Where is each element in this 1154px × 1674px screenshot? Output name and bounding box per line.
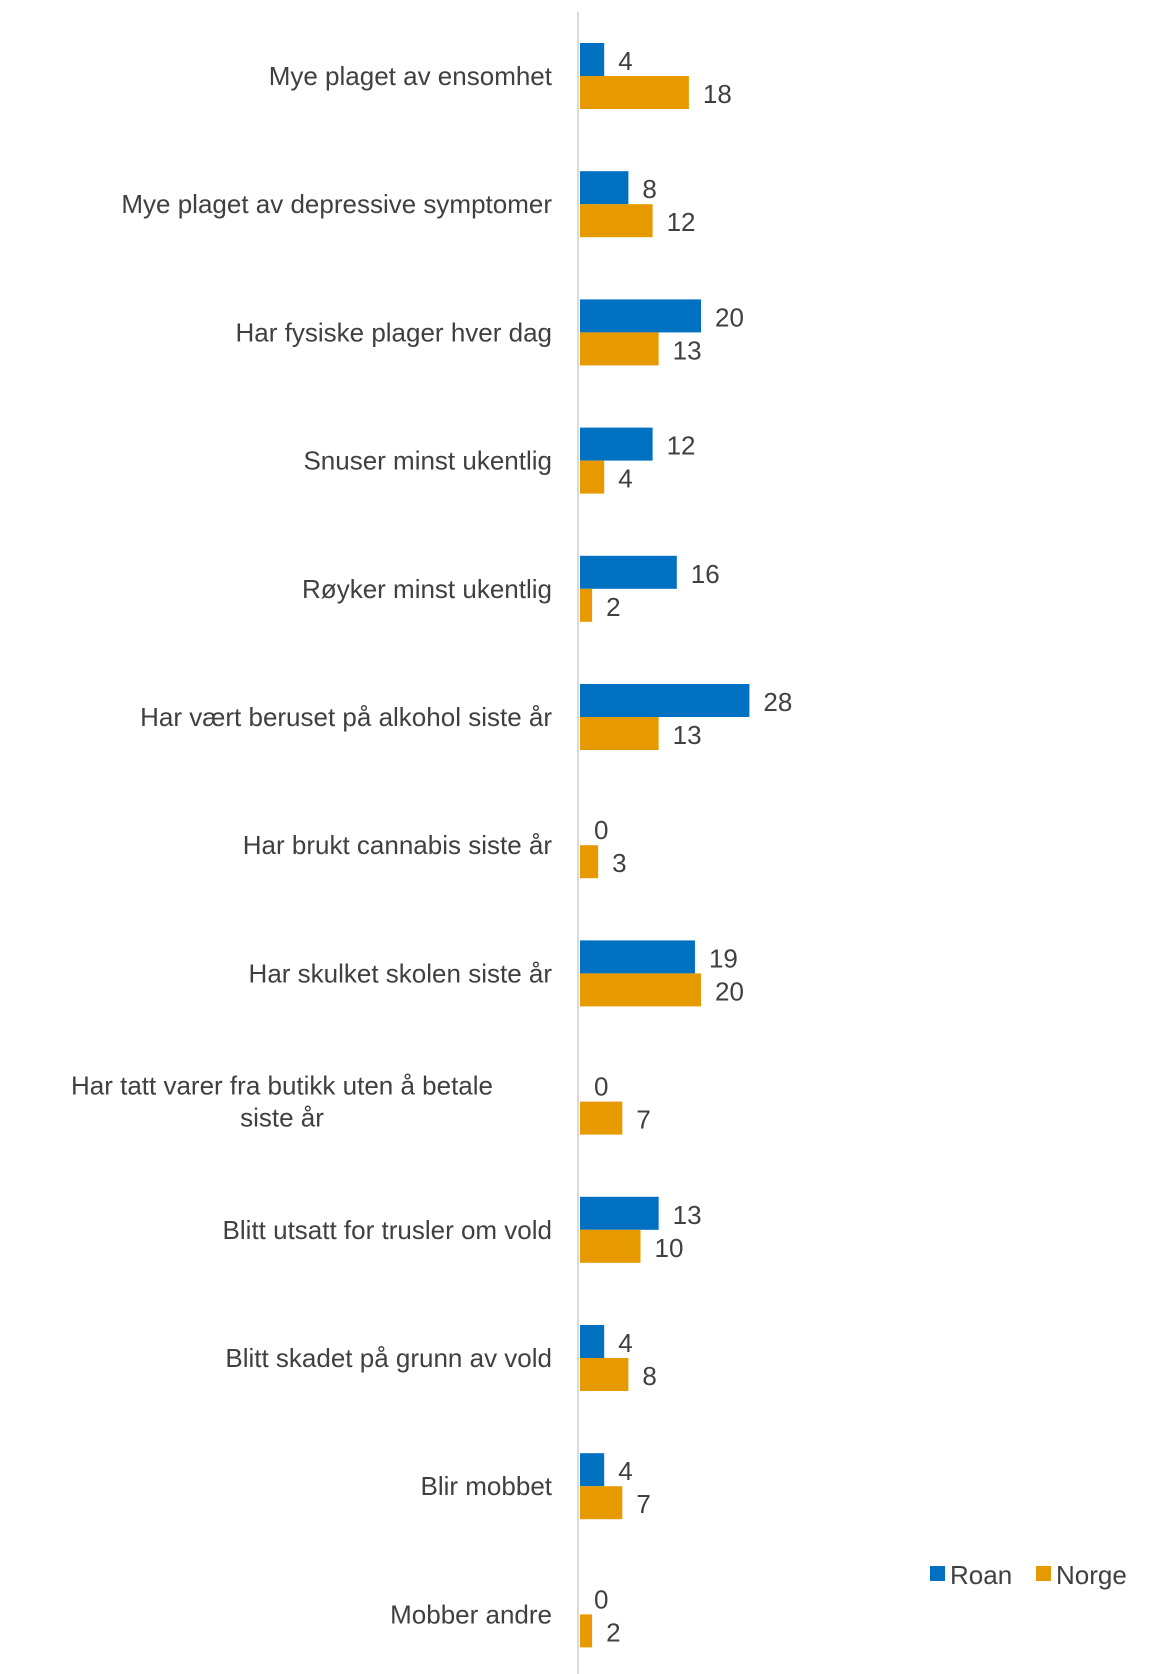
bar-norge <box>580 588 593 622</box>
value-label-roan: 28 <box>763 687 792 717</box>
value-label-roan: 0 <box>594 1072 608 1102</box>
value-label-roan: 4 <box>618 1328 632 1358</box>
legend-swatch-norge <box>1036 1566 1051 1581</box>
category-label: Har skulket skolen siste år <box>249 958 553 988</box>
value-label-norge: 2 <box>606 1617 620 1647</box>
bar-norge <box>580 204 653 238</box>
bar-norge <box>580 460 605 494</box>
bar-roan <box>580 1453 605 1487</box>
bar-roan <box>580 299 701 333</box>
bar-norge <box>580 1101 623 1135</box>
value-label-norge: 20 <box>715 976 744 1006</box>
category-label: Har vært beruset på alkohol siste år <box>140 702 552 732</box>
bar-norge <box>580 1358 629 1391</box>
value-label-norge: 4 <box>618 464 632 494</box>
bar-norge <box>580 717 659 750</box>
bar-roan <box>580 1196 659 1230</box>
bar-roan <box>580 43 605 76</box>
bar-roan <box>580 171 629 205</box>
category-label: Mye plaget av ensomhet <box>269 61 553 91</box>
legend-label-norge: Norge <box>1056 1560 1127 1590</box>
bar-norge <box>580 1614 593 1648</box>
bar-roan <box>580 684 750 717</box>
category-label: Har fysiske plager hver dag <box>236 317 552 347</box>
bar-norge <box>580 332 659 366</box>
bar-norge <box>580 76 689 109</box>
value-label-roan: 16 <box>691 559 720 589</box>
value-label-norge: 13 <box>673 720 702 750</box>
value-label-norge: 18 <box>703 79 732 109</box>
bar-norge <box>580 1229 641 1263</box>
bar-norge <box>580 845 599 879</box>
value-label-roan: 4 <box>618 46 632 76</box>
bars-layer <box>580 43 750 1648</box>
value-label-norge: 7 <box>636 1105 650 1135</box>
legend: Roan Norge <box>930 1560 1127 1590</box>
legend-label-roan: Roan <box>950 1560 1012 1590</box>
value-label-norge: 12 <box>667 207 696 237</box>
category-label: Mye plaget av depressive symptomer <box>121 189 552 219</box>
value-label-norge: 2 <box>606 592 620 622</box>
category-label: Har tatt varer fra butikk uten å betale s… <box>71 1071 493 1133</box>
value-label-roan: 0 <box>594 1584 608 1614</box>
category-label: Mobber andre <box>390 1599 552 1629</box>
category-label: Røyker minst ukentlig <box>302 574 552 604</box>
bar-roan <box>580 1325 605 1358</box>
legend-swatch-roan <box>930 1566 945 1581</box>
value-label-norge: 10 <box>655 1233 684 1263</box>
value-label-roan: 8 <box>642 174 656 204</box>
category-label: Snuser minst ukentlig <box>303 446 552 476</box>
bar-norge <box>580 973 701 1007</box>
value-label-norge: 3 <box>612 848 626 878</box>
category-label: Har brukt cannabis siste år <box>243 830 553 860</box>
value-label-norge: 8 <box>642 1361 656 1391</box>
bar-roan <box>580 940 695 974</box>
value-label-roan: 13 <box>673 1200 702 1230</box>
value-label-roan: 20 <box>715 302 744 332</box>
value-label-roan: 19 <box>709 943 738 973</box>
value-label-roan: 4 <box>618 1456 632 1486</box>
value-label-norge: 7 <box>636 1489 650 1519</box>
bar-norge <box>580 1486 623 1520</box>
bar-roan <box>580 427 653 461</box>
value-label-norge: 13 <box>673 335 702 365</box>
value-label-roan: 0 <box>594 815 608 845</box>
value-label-roan: 12 <box>667 431 696 461</box>
category-labels: Mye plaget av ensomhet Mye plaget av depr… <box>71 61 553 1629</box>
bar-roan <box>580 555 677 589</box>
category-label: Blir mobbet <box>421 1471 553 1501</box>
category-label: Blitt skadet på grunn av vold <box>225 1343 552 1373</box>
category-label: Blitt utsatt for trusler om vold <box>223 1215 552 1245</box>
